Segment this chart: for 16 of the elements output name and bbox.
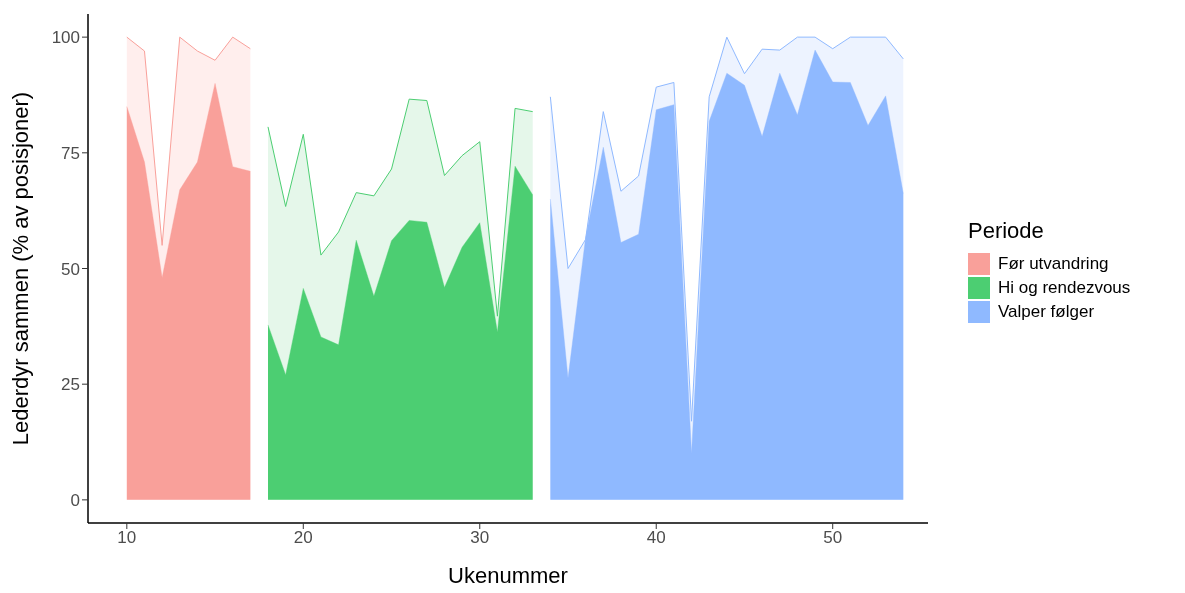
- x-axis-title: Ukenummer: [448, 563, 568, 588]
- legend-label: Før utvandring: [998, 254, 1109, 274]
- y-tick-label: 75: [61, 143, 80, 163]
- y-axis-title: Lederdyr sammen (% av posisjoner): [7, 91, 33, 446]
- y-tick-label: 0: [70, 490, 80, 510]
- x-tick-label: 10: [117, 528, 137, 548]
- y-tick-label: 50: [61, 259, 80, 279]
- x-tick-label: 50: [823, 528, 843, 548]
- legend-title: Periode: [968, 218, 1045, 244]
- y-tick-label: 100: [51, 28, 80, 48]
- x-tick-label: 30: [470, 528, 490, 548]
- legend-label: Valper følger: [998, 302, 1095, 322]
- legend-label: Hi og rendezvous: [998, 278, 1131, 298]
- x-tick-label: 20: [293, 528, 313, 548]
- y-tick-label: 25: [61, 375, 80, 395]
- x-tick-label: 40: [646, 528, 666, 548]
